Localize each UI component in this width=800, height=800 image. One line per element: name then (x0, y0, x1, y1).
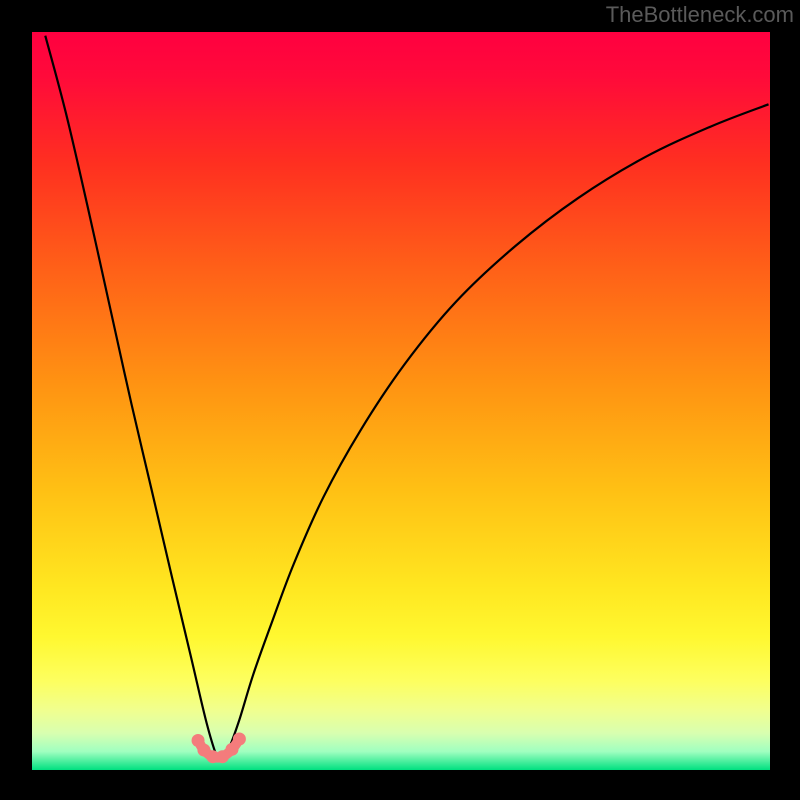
bottleneck-chart (0, 0, 800, 800)
bottom-marker-dot (233, 733, 246, 746)
plot-background (32, 32, 770, 770)
chart-frame: TheBottleneck.com (0, 0, 800, 800)
watermark-text: TheBottleneck.com (606, 2, 794, 28)
